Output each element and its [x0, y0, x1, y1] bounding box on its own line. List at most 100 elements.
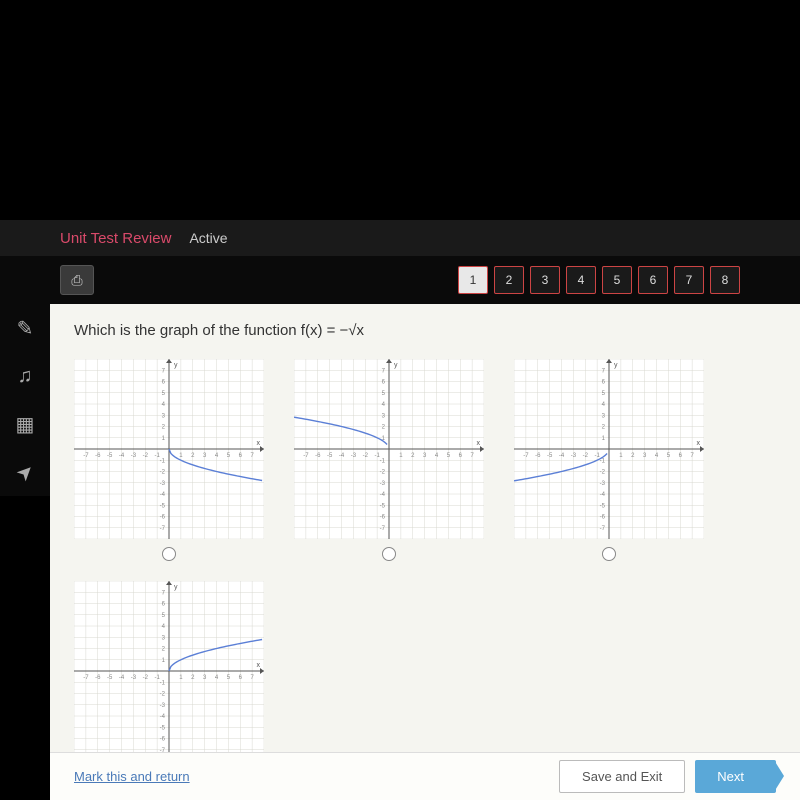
radio-A[interactable]	[162, 547, 176, 561]
question-nav-8[interactable]: 8	[710, 266, 740, 294]
question-nav-5[interactable]: 5	[602, 266, 632, 294]
svg-text:2: 2	[162, 647, 166, 653]
svg-text:1: 1	[602, 436, 606, 442]
svg-text:-6: -6	[95, 675, 101, 681]
svg-text:-4: -4	[119, 453, 125, 459]
graph-B: -7-6-5-4-3-2-11234567-7-6-5-4-3-2-112345…	[294, 359, 484, 539]
svg-text:5: 5	[227, 453, 231, 459]
footer-bar: Mark this and return Save and Exit Next	[50, 752, 800, 800]
svg-text:6: 6	[162, 602, 166, 608]
question-nav-6[interactable]: 6	[638, 266, 668, 294]
question-nav: 12345678	[458, 266, 740, 294]
svg-text:6: 6	[382, 380, 386, 386]
svg-text:-6: -6	[535, 453, 541, 459]
print-icon: ⎙	[71, 272, 82, 289]
svg-text:-4: -4	[380, 492, 386, 498]
svg-text:-6: -6	[160, 737, 166, 743]
svg-text:4: 4	[215, 675, 219, 681]
graphs-row-1: -7 -6 -5 -4 -3 -2 -1 1 2 3 4 5 6 7 -7 -6 -5 -4 -3 -2 -1 1 2 3 4 5…	[74, 359, 776, 561]
question-nav-7[interactable]: 7	[674, 266, 704, 294]
mark-return-link[interactable]: Mark this and return	[74, 769, 190, 784]
svg-text:-2: -2	[380, 470, 386, 476]
print-button[interactable]: ⎙	[60, 265, 94, 295]
svg-text:7: 7	[382, 368, 386, 374]
svg-text:7: 7	[690, 453, 694, 459]
svg-text:1: 1	[399, 453, 403, 459]
toolbar: ⎙ 12345678	[0, 256, 800, 304]
svg-text:7: 7	[250, 675, 254, 681]
svg-text:x: x	[257, 662, 261, 669]
headphones-icon[interactable]: ♫	[11, 362, 39, 390]
svg-text:-5: -5	[160, 503, 166, 509]
svg-text:5: 5	[602, 391, 606, 397]
svg-text:3: 3	[423, 453, 427, 459]
svg-text:-3: -3	[380, 481, 386, 487]
svg-text:-2: -2	[143, 453, 149, 459]
svg-text:7: 7	[250, 453, 254, 459]
next-button[interactable]: Next	[695, 760, 776, 793]
option-D[interactable]: -7-6-5-4-3-2-11234567-7-6-5-4-3-2-112345…	[74, 581, 264, 761]
svg-text:-1: -1	[380, 458, 386, 464]
svg-text:-3: -3	[131, 675, 137, 681]
svg-text:-2: -2	[143, 675, 149, 681]
question-nav-4[interactable]: 4	[566, 266, 596, 294]
svg-text:6: 6	[459, 453, 463, 459]
svg-text:5: 5	[447, 453, 451, 459]
svg-text:-5: -5	[107, 453, 113, 459]
option-C[interactable]: -7-6-5-4-3-2-11234567-7-6-5-4-3-2-112345…	[514, 359, 704, 561]
svg-text:6: 6	[602, 380, 606, 386]
option-A[interactable]: -7-6-5-4-3-2-11234567-7-6-5-4-3-2-112345…	[74, 359, 264, 561]
svg-text:y: y	[174, 584, 178, 591]
svg-text:-7: -7	[380, 526, 386, 532]
question-nav-3[interactable]: 3	[530, 266, 560, 294]
svg-text:1: 1	[162, 436, 166, 442]
svg-text:4: 4	[162, 402, 166, 408]
svg-text:-5: -5	[107, 675, 113, 681]
svg-text:-3: -3	[160, 703, 166, 709]
svg-text:-6: -6	[160, 515, 166, 521]
svg-text:5: 5	[382, 391, 386, 397]
svg-text:-7: -7	[160, 526, 166, 532]
svg-text:-7: -7	[600, 526, 606, 532]
svg-text:-1: -1	[160, 458, 166, 464]
pencil-icon[interactable]: ✎	[11, 314, 39, 342]
svg-text:6: 6	[239, 675, 243, 681]
svg-text:3: 3	[602, 413, 606, 419]
calculator-icon[interactable]: ▦	[11, 410, 39, 438]
svg-text:-3: -3	[600, 481, 606, 487]
radio-B[interactable]	[382, 547, 396, 561]
graph-D: -7-6-5-4-3-2-11234567-7-6-5-4-3-2-112345…	[74, 581, 264, 761]
svg-text:-7: -7	[83, 675, 89, 681]
svg-text:6: 6	[679, 453, 683, 459]
svg-text:4: 4	[162, 624, 166, 630]
svg-text:-2: -2	[600, 470, 606, 476]
svg-text:3: 3	[162, 413, 166, 419]
svg-text:-7: -7	[83, 453, 89, 459]
option-B[interactable]: -7-6-5-4-3-2-11234567-7-6-5-4-3-2-112345…	[294, 359, 484, 561]
svg-text:5: 5	[227, 675, 231, 681]
svg-text:4: 4	[382, 402, 386, 408]
question-nav-2[interactable]: 2	[494, 266, 524, 294]
save-exit-button[interactable]: Save and Exit	[559, 760, 685, 793]
svg-text:-6: -6	[315, 453, 321, 459]
svg-text:5: 5	[162, 613, 166, 619]
content-area: Which is the graph of the function f(x) …	[50, 304, 800, 800]
svg-text:-5: -5	[160, 725, 166, 731]
pointer-icon[interactable]: ➤	[5, 452, 45, 492]
svg-text:-3: -3	[160, 481, 166, 487]
svg-text:5: 5	[162, 391, 166, 397]
radio-C[interactable]	[602, 547, 616, 561]
svg-text:-3: -3	[351, 453, 357, 459]
svg-text:2: 2	[382, 425, 386, 431]
question-nav-1[interactable]: 1	[458, 266, 488, 294]
left-toolbar: ✎ ♫ ▦ ➤	[0, 304, 50, 496]
svg-text:1: 1	[179, 675, 183, 681]
svg-text:2: 2	[602, 425, 606, 431]
svg-text:-6: -6	[380, 515, 386, 521]
header-bar: Unit Test Review Active	[0, 220, 800, 256]
graph-C: -7-6-5-4-3-2-11234567-7-6-5-4-3-2-112345…	[514, 359, 704, 539]
svg-text:4: 4	[215, 453, 219, 459]
svg-text:1: 1	[179, 453, 183, 459]
svg-text:3: 3	[643, 453, 647, 459]
svg-text:-5: -5	[327, 453, 333, 459]
